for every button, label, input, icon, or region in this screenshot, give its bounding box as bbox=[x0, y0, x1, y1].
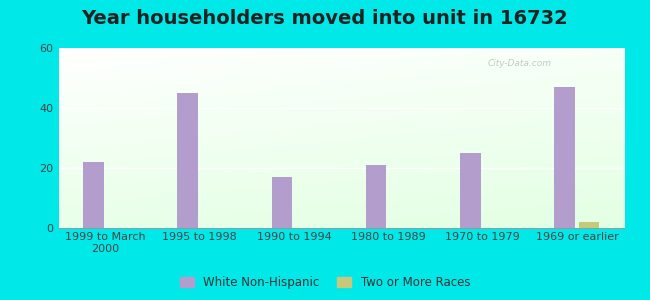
Bar bbox=[554, 87, 575, 228]
Text: City-Data.com: City-Data.com bbox=[488, 59, 552, 68]
Bar bbox=[272, 177, 292, 228]
Legend: White Non-Hispanic, Two or More Races: White Non-Hispanic, Two or More Races bbox=[175, 272, 475, 294]
Bar bbox=[83, 162, 104, 228]
Bar bbox=[578, 222, 599, 228]
Bar bbox=[177, 93, 198, 228]
Bar bbox=[366, 165, 387, 228]
Text: Year householders moved into unit in 16732: Year householders moved into unit in 167… bbox=[82, 9, 568, 28]
Bar bbox=[460, 153, 481, 228]
